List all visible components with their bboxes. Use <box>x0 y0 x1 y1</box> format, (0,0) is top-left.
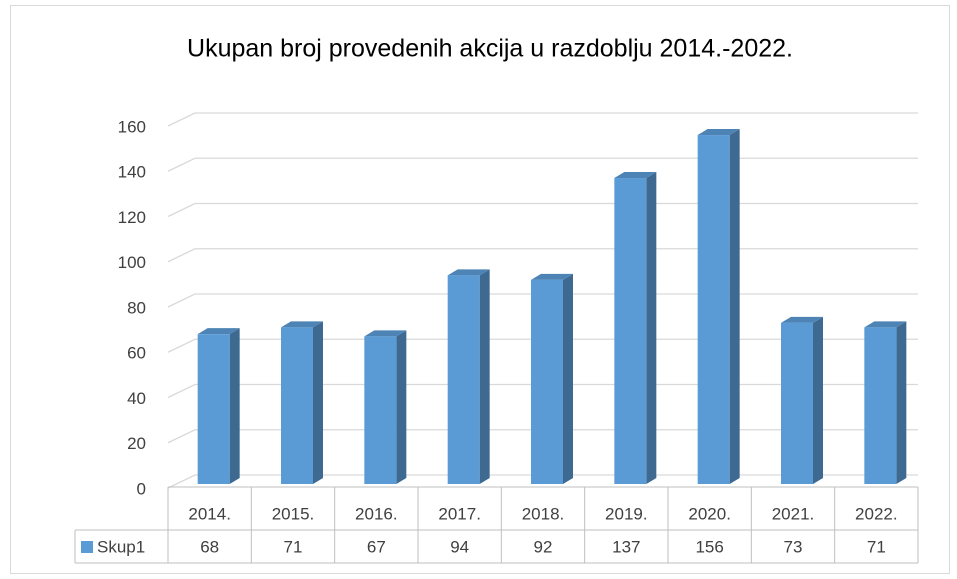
bar-top <box>864 321 907 328</box>
bar-front <box>697 135 730 485</box>
bar <box>614 172 657 484</box>
bar-side <box>396 330 407 484</box>
grid-line <box>167 293 918 308</box>
grid-line <box>167 383 918 399</box>
x-tick-label: 2015. <box>272 504 315 523</box>
x-tick-label: 2021. <box>772 504 815 523</box>
x-tick-label: 2016. <box>355 504 398 523</box>
bar-top <box>364 330 407 337</box>
bar-front <box>864 327 897 484</box>
bar <box>281 321 323 484</box>
table-value: 71 <box>284 537 303 556</box>
bar-front <box>281 327 313 484</box>
grid-line <box>167 474 918 489</box>
bar-front <box>614 178 647 484</box>
bar <box>447 269 490 484</box>
table-value: 137 <box>612 537 640 556</box>
table-value: 156 <box>695 537 723 556</box>
bar-side <box>313 321 323 484</box>
bar <box>864 321 907 484</box>
chart-title: Ukupan broj provedenih akcija u razdoblj… <box>187 35 793 63</box>
legend-label: Skup1 <box>97 537 145 556</box>
bar-front <box>531 279 563 484</box>
bar-side <box>229 328 240 484</box>
bar <box>531 273 573 484</box>
bar-top <box>281 321 323 328</box>
y-tick-label: 60 <box>127 344 146 363</box>
table-value: 92 <box>534 537 553 556</box>
bar-side <box>896 321 907 484</box>
y-tick-label: 80 <box>127 298 146 317</box>
x-tick-label: 2017. <box>438 504 481 523</box>
y-tick-label: 160 <box>118 117 146 136</box>
bar-side <box>479 269 490 484</box>
bar <box>697 129 740 485</box>
bar-front <box>781 322 813 484</box>
grid-line <box>167 202 918 218</box>
bar-side <box>729 129 740 485</box>
grid-line <box>167 112 918 127</box>
y-tick-label: 120 <box>118 208 146 227</box>
bar <box>364 330 407 484</box>
bar-top <box>614 172 657 179</box>
bar-side <box>563 273 573 484</box>
grid-line <box>167 338 918 353</box>
bar-front <box>364 336 397 484</box>
table-value: 94 <box>450 537 469 556</box>
bar <box>197 328 240 484</box>
x-tick-label: 2022. <box>855 504 898 523</box>
y-tick-label: 100 <box>118 253 146 272</box>
bar-top <box>781 316 823 323</box>
y-tick-label: 140 <box>118 163 146 182</box>
bar <box>781 316 823 484</box>
y-tick-label: 40 <box>127 389 146 408</box>
bar-top <box>697 129 740 136</box>
table-value: 68 <box>200 537 219 556</box>
legend-swatch <box>81 541 93 553</box>
bar-front <box>197 334 230 484</box>
table-value: 67 <box>367 537 386 556</box>
bar-top <box>197 328 240 335</box>
x-tick-label: 2019. <box>605 504 648 523</box>
bar-top <box>447 269 490 276</box>
grid-line <box>167 157 918 172</box>
x-tick-label: 2014. <box>188 504 231 523</box>
grid-line <box>167 429 918 444</box>
x-tick-label: 2020. <box>688 504 731 523</box>
bar-top <box>531 273 573 280</box>
grid-line <box>167 248 918 263</box>
table-value: 71 <box>867 537 886 556</box>
y-tick-label: 20 <box>127 434 146 453</box>
bar-front <box>447 275 480 484</box>
table-value: 73 <box>784 537 803 556</box>
bar-side <box>646 172 657 484</box>
y-tick-label: 0 <box>137 479 146 498</box>
x-tick-label: 2018. <box>522 504 565 523</box>
bar-side <box>813 316 823 484</box>
